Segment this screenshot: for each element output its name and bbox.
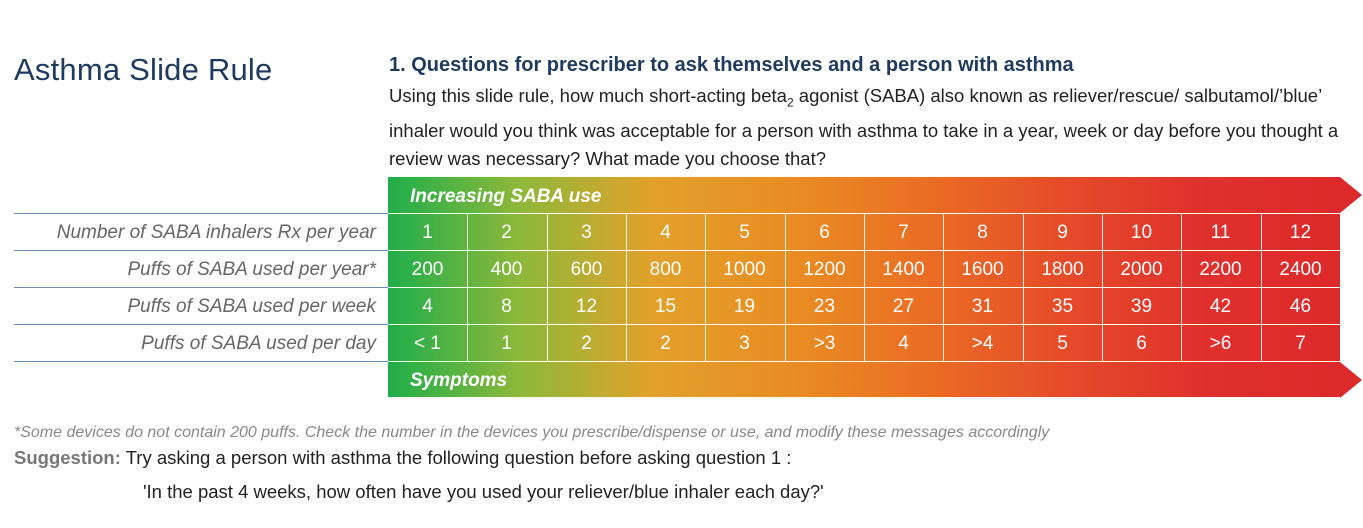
column-divider [1023,213,1024,361]
table-cell: 4 [422,296,433,317]
table-cell: 10 [1130,222,1153,243]
table-cell: 9 [1057,222,1068,243]
increasing-arrow-icon [1340,177,1362,213]
table-cell: 2200 [1199,259,1242,280]
page-title: Asthma Slide Rule [14,52,273,87]
table-cell: 23 [813,296,836,317]
table-cell: 4 [660,222,671,243]
suggestion-label: Suggestion: [14,447,121,468]
table-cell: >3 [813,333,836,354]
table-cell: 15 [654,296,677,317]
table-cell: 7 [1295,333,1306,354]
column-divider [705,213,706,361]
table-cell: 5 [1057,333,1068,354]
table-cell: 1600 [961,259,1004,280]
beta-subscript: 2 [786,95,794,110]
table-row-label: Puffs of SABA used per week [127,296,376,317]
table-cell: >4 [971,333,994,354]
table-cell: 12 [575,296,598,317]
table-cell: 11 [1210,222,1231,243]
column-divider [626,213,627,361]
table-cell: 2000 [1120,259,1163,280]
table-cell: 8 [501,296,512,317]
increasing-saba-label: Increasing SABA use [410,186,602,207]
table-cell: 12 [1289,222,1312,243]
table-row-label: Puffs of SABA used per year* [127,259,376,280]
table-cell: 200 [411,259,444,280]
table-cell: 6 [1136,333,1147,354]
question-heading: 1. Questions for prescriber to ask thems… [389,54,1074,76]
question-body-part2: agonist (SABA) also known as reliever/re… [389,85,1339,169]
table-cell: 400 [490,259,523,280]
suggestion-question: 'In the past 4 weeks, how often have you… [143,481,824,502]
table-cell: 6 [819,222,830,243]
table-row-label: Puffs of SABA used per day [141,333,376,354]
table-cell: 2 [581,333,592,354]
table-cell: 2 [660,333,671,354]
column-divider [943,213,944,361]
column-divider [467,213,468,361]
table-cell: 2 [501,222,512,243]
table-cell: 7 [898,222,909,243]
table-cell: 1400 [882,259,925,280]
table-cell: 42 [1209,296,1232,317]
table-cell: 3 [739,333,750,354]
table-cell: 1 [501,333,512,354]
question-body-part1: Using this slide rule, how much short-ac… [389,85,787,106]
table-cell: 19 [733,296,756,317]
column-divider [1102,213,1103,361]
table-cell: 4 [898,333,909,354]
suggestion-text: Try asking a person with asthma the foll… [120,447,792,468]
table-cell: 1800 [1041,259,1084,280]
column-divider [1181,213,1182,361]
table-cell: 35 [1051,296,1074,317]
table-cell: < 1 [414,333,441,354]
table-cell: 8 [977,222,988,243]
table-cell: 46 [1289,296,1312,317]
column-divider [547,213,548,361]
table-cell: 1200 [803,259,846,280]
table-row-label: Number of SABA inhalers Rx per year [56,222,376,243]
row-divider-band [388,361,1340,362]
table-cell: 27 [892,296,915,317]
table-cell: >6 [1209,333,1232,354]
table-cell: 5 [739,222,750,243]
table-cell: 1000 [723,259,766,280]
table-cell: 800 [649,259,682,280]
column-divider [864,213,865,361]
suggestion: Suggestion: Try asking a person with ast… [14,447,791,469]
table-cell: 600 [570,259,603,280]
table-cell: 39 [1130,296,1153,317]
table-cell: 3 [581,222,592,243]
footnote: *Some devices do not contain 200 puffs. … [14,424,1050,441]
symptoms-label: Symptoms [410,370,508,391]
table-cell: 31 [971,296,994,317]
table-cell: 1 [422,222,433,243]
column-divider [785,213,786,361]
question-body: Using this slide rule, how much short-ac… [389,82,1349,172]
table-cell: 2400 [1279,259,1322,280]
column-divider [1261,213,1262,361]
symptoms-arrow-icon [1340,362,1362,398]
